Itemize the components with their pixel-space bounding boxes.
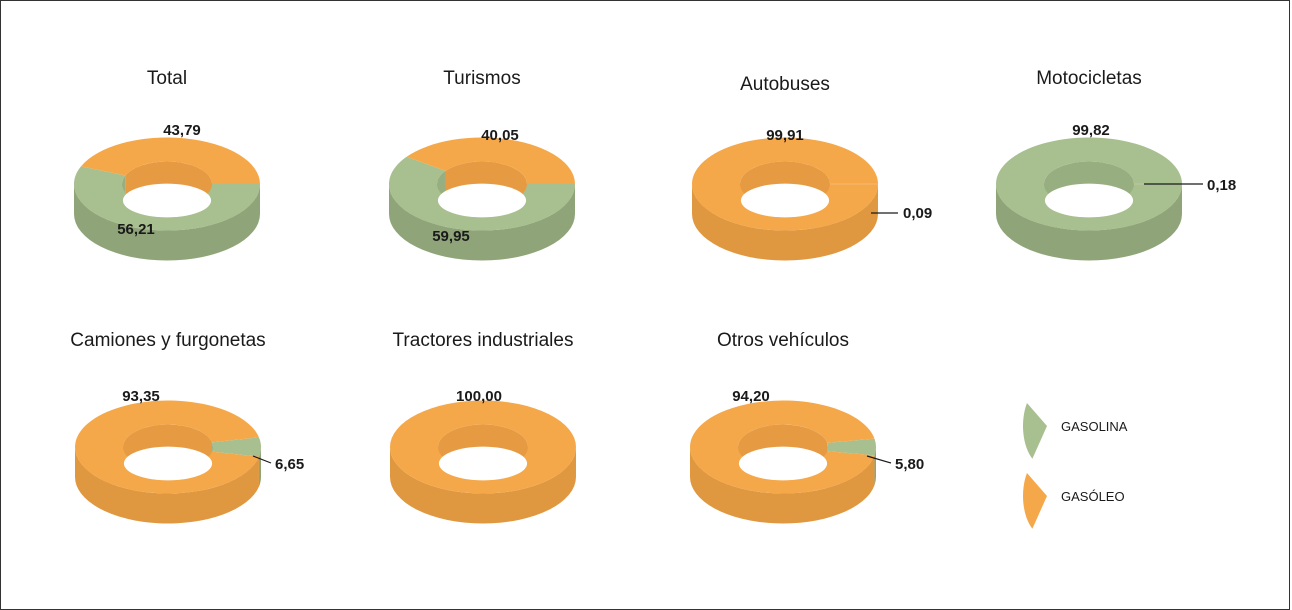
value-label-gasolina: 5,80 [895,456,924,473]
value-label-gasoleo: 0,18 [1207,177,1236,194]
chart-motocicletas: Motocicletas 99,82 0,18 [996,68,1236,260]
value-label-gasoleo: 93,35 [122,388,160,405]
chart-title: Turismos [443,68,520,89]
donut-hole [1045,184,1133,218]
value-label-gasolina: 0,09 [903,205,932,222]
chart-total: Total 56,21 43,79 [74,68,260,261]
value-label-gasolina: 99,82 [1072,122,1110,139]
legend: GASOLINA GASÓLEO [1023,403,1128,529]
donut-hole [124,447,212,481]
legend-label: GASÓLEO [1061,489,1125,504]
donut-hole [739,447,827,481]
chart-title: Motocicletas [1036,68,1142,89]
value-label-gasoleo: 94,20 [732,388,770,405]
legend-swatch-icon [1023,403,1047,459]
value-label-gasoleo: 99,91 [766,127,804,144]
value-label-gasoleo: 43,79 [163,122,201,139]
legend-item-gasoleo: GASÓLEO [1023,473,1125,529]
legend-item-gasolina: GASOLINA [1023,403,1128,459]
value-label-gasolina: 59,95 [432,228,470,245]
chart-tractores-industriales: Tractores industriales 100,00 [390,330,576,524]
donut-hole [438,184,526,218]
value-label-gasolina: 6,65 [275,456,304,473]
donut-hole [741,184,829,218]
donut-hole [123,184,211,218]
chart-title: Camiones y furgonetas [70,330,265,351]
chart-otros-vehiculos: Otros vehículos 5,80 94,20 [690,330,924,523]
chart-camiones-y-furgonetas: Camiones y furgonetas 6,65 93,35 [70,330,304,524]
chart-title: Autobuses [740,74,830,95]
chart-autobuses: Autobuses 0,09 99,91 [692,74,932,260]
value-label-gasolina: 56,21 [117,221,155,238]
chart-title: Tractores industriales [393,330,574,351]
value-label-gasoleo: 40,05 [481,127,519,144]
legend-label: GASOLINA [1061,419,1128,434]
chart-turismos: Turismos 59,95 40,05 [389,68,575,261]
value-label-gasoleo: 100,00 [456,388,502,405]
chart-title: Otros vehículos [717,330,849,351]
donut-hole [439,447,527,481]
chart-title: Total [147,68,187,89]
legend-swatch-icon [1023,473,1047,529]
